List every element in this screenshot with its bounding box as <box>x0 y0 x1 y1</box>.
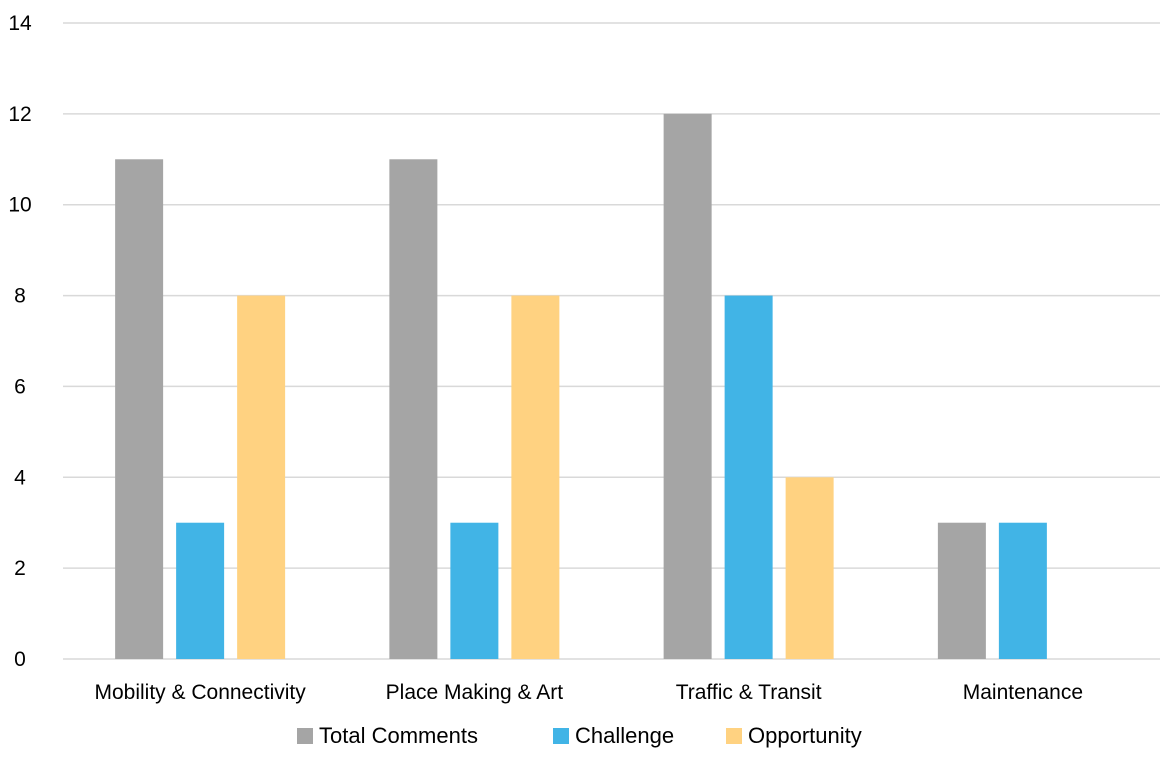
bar-challenge-2 <box>724 295 773 659</box>
x-category-label: Place Making & Art <box>386 681 564 704</box>
y-tick-label: 2 <box>14 557 26 580</box>
legend-swatch-opportunity <box>726 728 742 744</box>
bar-opportunity-2 <box>785 477 834 659</box>
legend-label-opportunity: Opportunity <box>748 723 862 748</box>
gridlines <box>63 22 1160 660</box>
category-labels: Mobility & Connectivity Place Making & Ar… <box>95 681 1084 704</box>
bar-total-comments-2 <box>663 113 712 660</box>
legend-swatch-challenge <box>553 728 569 744</box>
legend-swatch-total-comments <box>297 728 313 744</box>
bar-opportunity-1 <box>511 295 560 659</box>
bar-opportunity-0 <box>237 295 286 659</box>
bar-total-comments-0 <box>115 159 164 660</box>
y-tick-label: 10 <box>8 194 31 217</box>
bar-challenge-1 <box>450 522 499 659</box>
y-tick-label: 8 <box>14 285 26 308</box>
bar-total-comments-3 <box>937 522 986 659</box>
bar-total-comments-1 <box>389 159 438 660</box>
x-category-label: Mobility & Connectivity <box>95 681 307 704</box>
y-tick-label: 4 <box>14 466 26 489</box>
x-category-label: Maintenance <box>963 681 1083 704</box>
bars <box>115 113 1047 660</box>
x-category-label: Traffic & Transit <box>676 681 822 704</box>
y-tick-label: 0 <box>14 648 26 671</box>
y-tick-label: 14 <box>8 12 32 35</box>
y-tick-label: 6 <box>14 375 26 398</box>
y-tick-label: 12 <box>8 103 31 126</box>
y-axis-tick-labels: 0 2 4 6 8 10 12 14 <box>8 12 32 671</box>
legend: Total Comments Challenge Opportunity <box>297 723 862 748</box>
legend-label-total-comments: Total Comments <box>319 723 478 748</box>
bar-challenge-0 <box>176 522 225 659</box>
bar-challenge-3 <box>998 522 1047 659</box>
legend-label-challenge: Challenge <box>575 723 674 748</box>
